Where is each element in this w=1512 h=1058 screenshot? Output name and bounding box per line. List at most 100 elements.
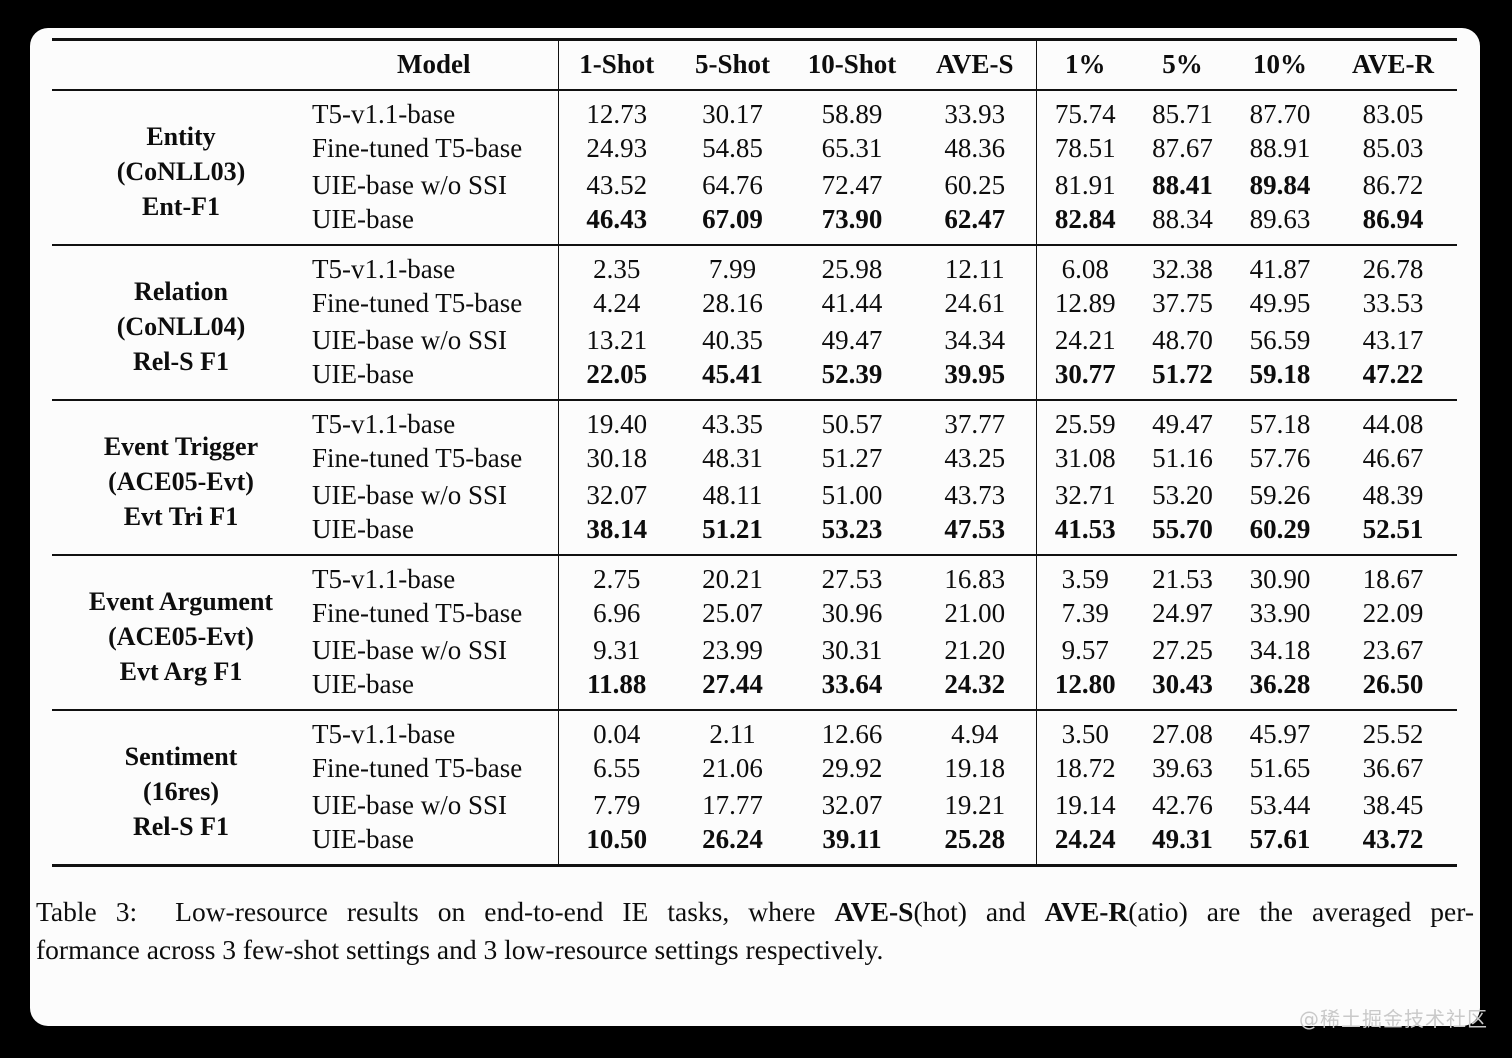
value-cell: 87.67 <box>1152 132 1213 163</box>
value-cell: 86.94 <box>1362 203 1424 234</box>
model-name-cell: Fine-tuned T5-base <box>312 442 523 473</box>
table-row: UIE-base w/o SSI 13.21 40.35 49.47 34.34 24.2… <box>52 321 1457 359</box>
value-cell: 4.24 <box>557 284 675 322</box>
task-label-line: Rel-S F1 <box>132 811 230 841</box>
caption-text: formance across 3 few-shot settings and … <box>36 934 884 965</box>
value-cell: 25.52 <box>1362 718 1424 749</box>
model-name-cell: UIE-base w/o SSI <box>312 479 507 510</box>
task-label-line: Relation <box>134 276 228 306</box>
value-cell: 30.43 <box>1152 668 1213 699</box>
value-cell: 43.35 <box>702 408 763 439</box>
value-cell: 24.93 <box>557 129 675 167</box>
value-cell: 59.26 <box>1249 479 1311 510</box>
value-cell: 33.64 <box>821 668 883 699</box>
task-group-sentiment: Sentiment (16res) Rel-S F1 T5-v1.1-base 0.04… <box>52 709 1457 865</box>
value-cell: 26.50 <box>1362 668 1424 699</box>
value-cell: 87.70 <box>1249 98 1311 129</box>
value-cell: 58.89 <box>821 98 883 129</box>
value-cell: 30.31 <box>821 634 883 665</box>
value-cell: 13.21 <box>557 321 675 359</box>
table-row: UIE-base 11.88 27.44 33.64 24.32 12.80 30.43 36… <box>52 668 1457 710</box>
value-cell: 30.17 <box>702 98 763 129</box>
value-cell: 18.67 <box>1362 563 1424 594</box>
column-header-model: Model <box>397 49 471 80</box>
value-cell: 43.52 <box>557 166 675 204</box>
value-cell: 16.83 <box>944 563 1006 594</box>
value-cell: 21.53 <box>1152 563 1213 594</box>
caption-text: (atio) are the averaged per- <box>1128 895 1474 927</box>
value-cell: 48.11 <box>702 479 763 510</box>
value-cell: 59.18 <box>1249 358 1311 389</box>
table-row: Entity (CoNLL03) Ent-F1 T5-v1.1-base 12.73 30… <box>52 89 1457 221</box>
value-cell: 48.36 <box>944 132 1006 163</box>
value-cell: 25.59 <box>1035 399 1134 440</box>
value-cell: 48.70 <box>1152 324 1213 355</box>
table-row: Fine-tuned T5-base 4.24 28.16 41.44 24.61 12.… <box>52 284 1457 322</box>
value-cell: 36.28 <box>1249 668 1311 699</box>
value-cell: 2.75 <box>557 554 675 595</box>
value-cell: 51.27 <box>821 442 883 473</box>
value-cell: 41.87 <box>1249 253 1311 284</box>
value-cell: 34.34 <box>944 324 1006 355</box>
header-task-spacer <box>52 40 310 90</box>
value-cell: 45.41 <box>702 358 763 389</box>
table-row: Fine-tuned T5-base 30.18 48.31 51.27 43.25 31… <box>52 439 1457 477</box>
column-header-1-: 1% <box>1035 39 1134 90</box>
value-cell: 39.63 <box>1152 752 1213 783</box>
value-cell: 51.00 <box>821 479 883 510</box>
value-cell: 2.11 <box>709 718 756 749</box>
table-row: UIE-base w/o SSI 9.31 23.99 30.31 21.20 9.57 2… <box>52 631 1457 669</box>
value-cell: 7.99 <box>708 253 757 284</box>
value-cell: 6.96 <box>557 594 675 632</box>
task-label-line: (CoNLL03) <box>116 156 246 186</box>
value-cell: 23.67 <box>1362 634 1424 665</box>
value-cell: 25.28 <box>944 823 1006 854</box>
value-cell: 6.08 <box>1035 244 1134 285</box>
value-cell: 24.32 <box>944 668 1006 699</box>
model-name-cell: UIE-base <box>312 668 414 699</box>
column-header-10-: 10% <box>1253 49 1307 80</box>
model-name-cell: Fine-tuned T5-base <box>312 752 523 783</box>
value-cell: 55.70 <box>1152 513 1213 544</box>
model-name-cell: UIE-base <box>312 203 414 234</box>
value-cell: 83.05 <box>1362 98 1424 129</box>
value-cell: 12.89 <box>1035 284 1134 322</box>
value-cell: 33.53 <box>1362 287 1424 318</box>
task-label-line: Sentiment <box>124 741 238 771</box>
value-cell: 60.29 <box>1249 513 1311 544</box>
task-label: Entity (CoNLL03) Ent-F1 <box>52 90 310 245</box>
value-cell: 33.93 <box>944 98 1006 129</box>
value-cell: 18.72 <box>1035 749 1134 787</box>
table-caption: Table 3: Low-resource results on end-to-… <box>36 893 1474 970</box>
task-label-line: Rel-S F1 <box>132 346 230 376</box>
value-cell: 12.11 <box>944 253 1005 284</box>
value-cell: 43.17 <box>1362 324 1424 355</box>
value-cell: 21.20 <box>944 634 1006 665</box>
value-cell: 37.77 <box>944 408 1006 439</box>
value-cell: 57.61 <box>1249 823 1311 854</box>
value-cell: 89.63 <box>1249 203 1311 234</box>
value-cell: 82.84 <box>1035 203 1134 245</box>
value-cell: 48.39 <box>1362 479 1424 510</box>
value-cell: 39.11 <box>822 823 882 854</box>
value-cell: 85.71 <box>1152 98 1213 129</box>
value-cell: 25.07 <box>702 597 763 628</box>
table-row: Event Argument (ACE05-Evt) Evt Arg F1 T5-v1… <box>52 554 1457 686</box>
value-cell: 43.25 <box>944 442 1006 473</box>
value-cell: 24.61 <box>944 287 1006 318</box>
value-cell: 47.22 <box>1362 358 1424 389</box>
value-cell: 27.44 <box>702 668 763 699</box>
value-cell: 52.51 <box>1362 513 1424 544</box>
value-cell: 62.47 <box>944 203 1006 234</box>
value-cell: 57.18 <box>1249 408 1311 439</box>
value-cell: 41.53 <box>1035 513 1134 555</box>
task-label-line: Event Argument <box>88 586 274 616</box>
value-cell: 24.21 <box>1035 321 1134 359</box>
value-cell: 36.67 <box>1362 752 1424 783</box>
column-header-5-shot: 5-Shot <box>694 49 770 80</box>
value-cell: 72.47 <box>821 169 883 200</box>
value-cell: 45.97 <box>1249 718 1311 749</box>
value-cell: 19.40 <box>557 399 675 440</box>
value-cell: 32.71 <box>1035 476 1134 514</box>
task-group-event-trigger: Event Trigger (ACE05-Evt) Evt Tri F1 T5-v1.… <box>52 399 1457 555</box>
